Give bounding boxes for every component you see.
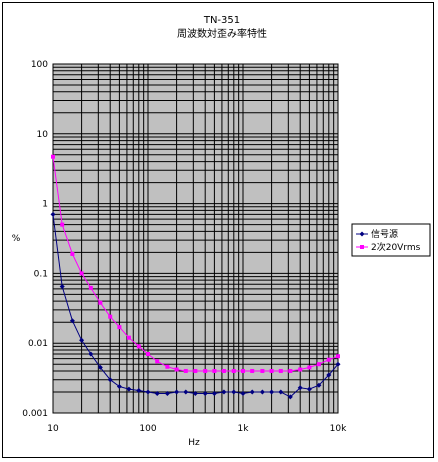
- data-point: [211, 391, 217, 397]
- data-point: [335, 361, 341, 367]
- data-point: [307, 365, 312, 370]
- data-point: [316, 362, 321, 367]
- data-point: [174, 367, 179, 372]
- data-point: [88, 285, 93, 290]
- data-point: [164, 391, 170, 397]
- data-point: [316, 382, 322, 388]
- data-point: [60, 222, 65, 227]
- y-tick-label: 10: [37, 130, 49, 140]
- data-point: [193, 368, 198, 373]
- data-point: [306, 386, 312, 392]
- y-axis-label: %: [12, 234, 21, 244]
- data-point: [155, 359, 160, 364]
- plot-border: [52, 63, 339, 414]
- data-point: [278, 368, 283, 373]
- data-point: [117, 325, 122, 330]
- data-point: [79, 271, 84, 276]
- legend-marker: [360, 245, 364, 249]
- legend-box: [351, 223, 431, 257]
- data-point: [136, 388, 142, 394]
- data-point: [174, 389, 180, 395]
- data-point: [288, 368, 293, 373]
- legend-label: 2次20Vrms: [371, 241, 421, 253]
- data-point: [202, 391, 208, 397]
- data-point: [79, 337, 85, 343]
- data-point: [183, 368, 188, 373]
- data-point: [269, 389, 275, 395]
- x-tick-label: 10: [47, 424, 59, 434]
- data-point: [146, 352, 150, 357]
- data-point: [69, 318, 75, 324]
- data-point: [107, 377, 113, 383]
- data-point: [70, 251, 75, 256]
- x-tick-label: 1k: [238, 424, 250, 434]
- data-point: [59, 283, 65, 289]
- legend-marker: [359, 231, 365, 237]
- data-point: [269, 368, 274, 373]
- y-tick-label: 1: [42, 200, 48, 210]
- legend-label: 信号源: [371, 228, 398, 240]
- y-tick-label: 0.1: [34, 269, 48, 279]
- data-point: [145, 389, 151, 395]
- data-point: [326, 372, 332, 378]
- data-point: [336, 354, 340, 359]
- data-point: [203, 368, 208, 373]
- data-point: [278, 389, 284, 395]
- data-point: [240, 391, 246, 397]
- plot-area: [53, 64, 338, 413]
- data-point: [136, 344, 141, 349]
- x-tick-label: 100: [139, 424, 156, 434]
- x-tick-label: 10k: [330, 424, 347, 434]
- data-point: [259, 389, 265, 395]
- chart-title: TN-351: [203, 15, 240, 26]
- data-point: [297, 385, 303, 391]
- data-point: [260, 368, 265, 373]
- data-point: [221, 389, 227, 395]
- chart-subtitle: 周波数対歪み率特性: [177, 27, 267, 40]
- data-point: [51, 154, 55, 159]
- data-point: [250, 368, 255, 373]
- data-point: [249, 389, 255, 395]
- data-point: [221, 368, 226, 373]
- x-axis-label: Hz: [188, 438, 200, 448]
- data-point: [231, 368, 236, 373]
- data-point: [98, 300, 103, 305]
- y-tick-label: 0.01: [28, 339, 48, 349]
- data-point: [241, 368, 245, 373]
- data-point: [212, 368, 217, 373]
- data-point: [165, 364, 170, 369]
- data-point: [326, 357, 331, 362]
- data-point: [192, 391, 198, 397]
- data-point: [231, 389, 237, 395]
- data-point: [183, 389, 189, 395]
- data-point: [108, 314, 113, 319]
- data-point: [298, 367, 303, 372]
- data-point: [287, 394, 293, 400]
- data-point: [97, 364, 103, 370]
- data-point: [126, 386, 132, 392]
- data-point: [50, 211, 56, 217]
- data-point: [116, 383, 122, 389]
- data-point: [126, 335, 131, 340]
- y-tick-label: 0.001: [22, 409, 48, 419]
- data-point: [154, 391, 160, 397]
- data-point: [88, 351, 94, 357]
- y-tick-label: 100: [31, 60, 48, 70]
